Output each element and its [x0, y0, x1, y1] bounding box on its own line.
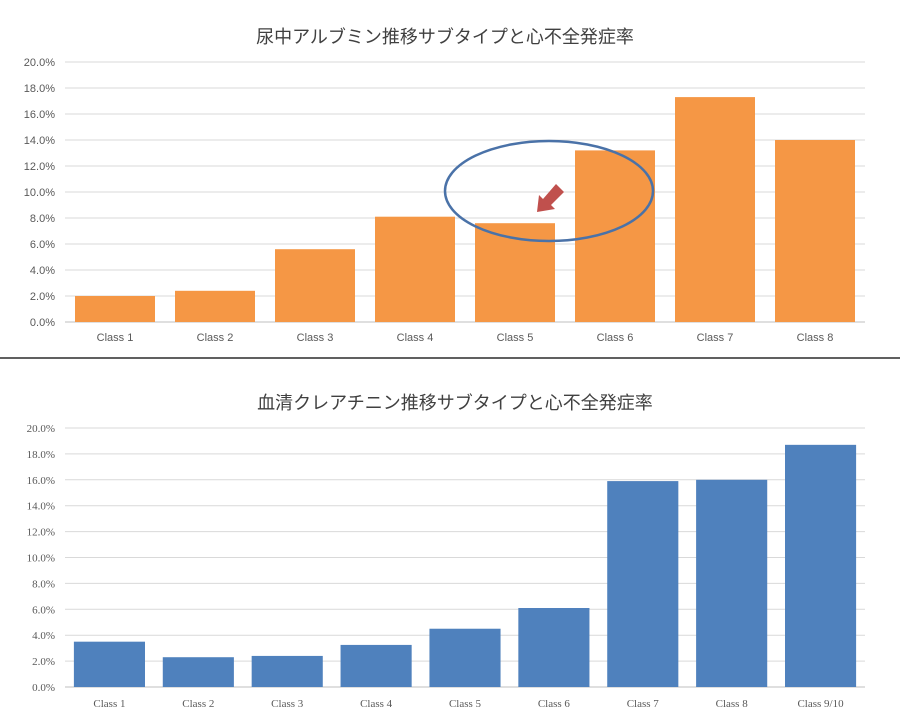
x-tick-label: Class 7 — [697, 332, 734, 344]
x-tick-label: Class 2 — [197, 332, 234, 344]
bar-class-7 — [675, 97, 755, 322]
chart-title: 尿中アルブミン推移サブタイプと心不全発症率 — [256, 26, 634, 47]
y-tick-label: 0.0% — [30, 317, 55, 329]
y-tick-label: 10.0% — [27, 553, 55, 565]
y-tick-label: 10.0% — [24, 187, 55, 199]
y-tick-label: 0.0% — [32, 682, 55, 694]
x-tick-label: Class 2 — [182, 698, 214, 710]
chart-urine-albumin: 尿中アルブミン推移サブタイプと心不全発症率 0.0% 2.0% 4.0% 6.0% 8.0… — [24, 26, 865, 344]
x-tick-label: Class 3 — [271, 698, 304, 710]
y-tick-label: 14.0% — [24, 135, 55, 147]
bar-class-6 — [575, 150, 655, 322]
y-tick-label: 12.0% — [24, 161, 55, 173]
y-tick-label: 6.0% — [32, 604, 55, 616]
y-tick-label: 16.0% — [27, 475, 55, 487]
x-tick-label: Class 4 — [397, 332, 434, 344]
bar-class-1 — [73, 641, 145, 687]
x-tick-label: Class 5 — [497, 332, 534, 344]
bar-class-5 — [429, 628, 501, 687]
y-tick-label: 2.0% — [30, 291, 55, 303]
bar-class-2 — [175, 290, 255, 322]
bar-class-3 — [251, 655, 323, 687]
x-tick-label: Class 8 — [797, 332, 834, 344]
highlight-ellipse — [443, 139, 655, 243]
bar-class-3 — [275, 249, 355, 322]
y-tick-label: 2.0% — [32, 656, 55, 668]
x-tick-label: Class 3 — [297, 332, 334, 344]
y-tick-label: 20.0% — [24, 57, 55, 69]
bar-class-8 — [775, 140, 855, 322]
bar-class-4 — [375, 216, 455, 322]
x-tick-label: Class 8 — [716, 698, 749, 710]
bar-class-4 — [340, 644, 412, 687]
x-tick-label: Class 9/10 — [797, 698, 844, 710]
arrow-icon — [537, 184, 564, 212]
chart-serum-creatinine: 血清クレアチニン推移サブタイプと心不全発症率 0.0% 2.0% 4.0% 6.0% 8.… — [27, 392, 865, 710]
x-tick-label: Class 1 — [97, 332, 134, 344]
bar-class-1 — [75, 296, 155, 322]
y-tick-label: 4.0% — [32, 630, 55, 642]
y-tick-label: 18.0% — [24, 83, 55, 95]
y-tick-label: 8.0% — [30, 213, 55, 225]
y-tick-label: 16.0% — [24, 109, 55, 121]
y-tick-label: 12.0% — [27, 527, 55, 539]
x-tick-label: Class 5 — [449, 698, 482, 710]
y-tick-label: 14.0% — [27, 501, 55, 513]
y-tick-label: 8.0% — [32, 578, 55, 590]
x-tick-label: Class 6 — [597, 332, 634, 344]
x-tick-label: Class 4 — [360, 698, 393, 710]
chart-title: 血清クレアチニン推移サブタイプと心不全発症率 — [257, 392, 653, 413]
bar-class-2 — [162, 657, 234, 687]
x-tick-label: Class 6 — [538, 698, 571, 710]
bar-class-6 — [518, 608, 590, 687]
x-tick-label: Class 1 — [93, 698, 125, 710]
bar-class-9-10 — [785, 444, 857, 687]
bar-class-7 — [607, 481, 679, 687]
bar-class-8 — [696, 479, 768, 687]
y-tick-label: 4.0% — [30, 265, 55, 277]
y-tick-label: 18.0% — [27, 449, 55, 461]
y-tick-label: 6.0% — [30, 239, 55, 251]
y-tick-label: 20.0% — [27, 423, 55, 435]
x-tick-label: Class 7 — [627, 698, 660, 710]
